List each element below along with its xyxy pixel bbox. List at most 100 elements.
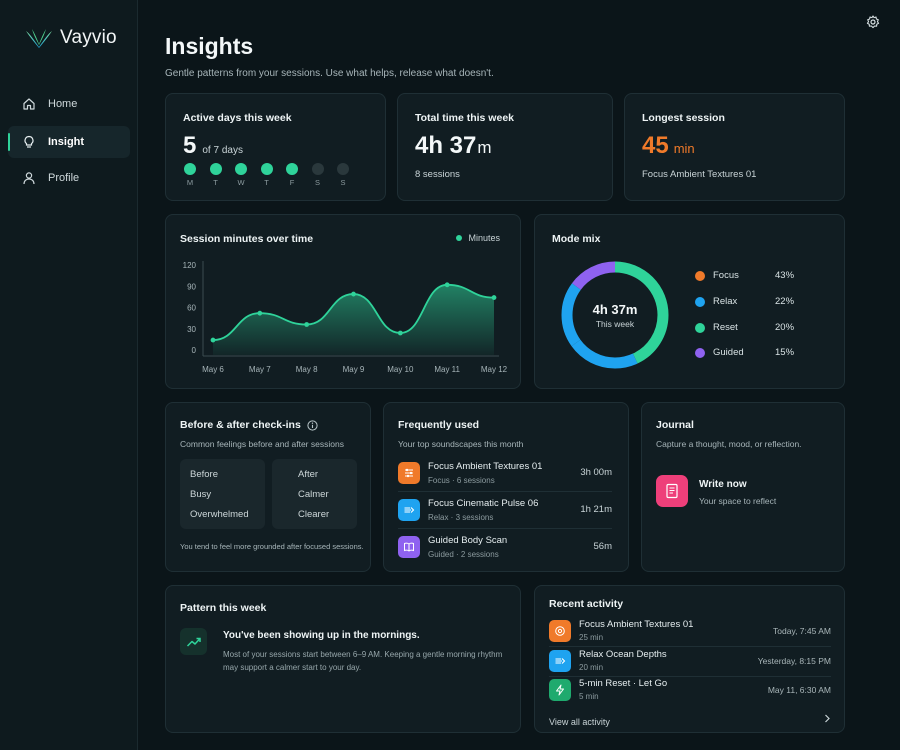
weekday-item: M (184, 163, 196, 187)
weekday-dots: M T W T F S S (184, 163, 349, 187)
activity-name: Focus Ambient Textures 01 (579, 619, 694, 630)
journal-card: Journal Capture a thought, mood, or refl… (641, 402, 845, 572)
activity-name: 5-min Reset · Let Go (579, 678, 668, 689)
settings-button[interactable] (866, 15, 880, 34)
after-item: Clearer (298, 509, 330, 520)
x-tick-label: May 7 (249, 365, 271, 374)
day-dot (235, 163, 247, 175)
day-label: M (186, 178, 194, 187)
item-duration: 3h 00m (580, 467, 612, 478)
item-meta: Guided · 2 sessions (428, 550, 499, 559)
data-point[interactable] (257, 310, 263, 316)
total-time-unit: m (477, 138, 492, 157)
item-meta: Focus · 6 sessions (428, 476, 495, 485)
sidebar-item-profile[interactable]: Profile (8, 162, 130, 194)
chart-legend: Minutes (456, 233, 500, 243)
x-tick-label: May 10 (387, 365, 414, 374)
legend-swatch (695, 270, 705, 281)
card-title: Longest session (642, 112, 725, 124)
total-time-value: 4h 37 (415, 132, 477, 159)
longest-unit: min (673, 141, 695, 156)
day-label: T (264, 178, 269, 187)
legend-swatch (695, 296, 705, 307)
y-tick-label: 90 (187, 282, 196, 291)
view-all-activity-link[interactable]: View all activity (549, 712, 831, 727)
waves-arrow-icon (398, 499, 420, 521)
y-tick-label: 120 (183, 261, 197, 270)
divider (398, 491, 612, 492)
mode-mix-donut-chart (561, 261, 669, 369)
day-label: W (237, 178, 245, 187)
checkins-card: Before & after check-ins Common feelings… (165, 402, 371, 572)
after-box: After Calmer Clearer (272, 459, 357, 529)
card-title: Active days this week (183, 112, 292, 124)
activity-time: May 11, 6:30 AM (767, 685, 831, 695)
before-box: Before Busy Overwhelmed (180, 459, 265, 529)
app-name: Vayvio (60, 27, 117, 48)
x-tick-label: May 12 (481, 365, 508, 374)
after-heading: After (298, 469, 319, 480)
activity-row[interactable]: Relax Ocean Depths 20 min Yesterday, 8:1… (549, 648, 831, 676)
divider (398, 528, 612, 529)
main-content: Insights Gentle patterns from your sessi… (138, 0, 900, 750)
day-dot (209, 163, 222, 175)
session-area-chart: 0 30 60 90 120 May 6 May 7 May 8 May 9 May 10 May … (183, 261, 508, 374)
donut-slice-guided[interactable] (561, 261, 669, 369)
list-item[interactable]: Guided Body Scan Guided · 2 sessions 56m (398, 532, 612, 568)
info-icon[interactable] (307, 419, 318, 431)
day-dot (286, 163, 298, 175)
x-tick-label: May 6 (202, 365, 224, 374)
activity-row[interactable]: 5-min Reset · Let Go 5 min May 11, 6:30 … (549, 677, 831, 705)
sidebar-item-label: Insight (48, 136, 85, 148)
activity-row[interactable]: Focus Ambient Textures 01 25 min Today, … (549, 618, 831, 646)
book-icon (398, 536, 420, 558)
session-chart-card: Session minutes over time Minutes 0 30 60 9… (165, 214, 521, 389)
home-icon (23, 98, 35, 110)
data-point[interactable] (444, 282, 450, 288)
y-tick-label: 30 (187, 325, 196, 334)
card-title: Frequently used (398, 419, 480, 431)
card-title: Total time this week (415, 112, 514, 124)
card-subtitle: Your top soundscapes this month (398, 439, 524, 449)
weekday-item: F (286, 163, 298, 187)
sidebar-item-home[interactable]: Home (8, 88, 130, 120)
day-dot (260, 163, 273, 175)
card-subtitle: Capture a thought, mood, or reflection. (656, 439, 802, 449)
mode-pct: 15% (775, 347, 795, 358)
data-point[interactable] (351, 291, 356, 297)
y-tick-label: 60 (187, 304, 196, 313)
mode-label: Focus (713, 270, 739, 281)
write-now-button[interactable]: Write now Your space to reflect (656, 475, 836, 511)
card-title: Session minutes over time (180, 233, 314, 245)
mode-label: Relax (713, 296, 738, 307)
day-dot (184, 163, 196, 175)
donut-slice-relax[interactable] (561, 261, 669, 369)
data-point[interactable] (491, 295, 497, 300)
mode-label: Guided (713, 347, 744, 358)
list-item[interactable]: Focus Ambient Textures 01 Focus · 6 sess… (398, 458, 612, 494)
sidebar-item-label: Profile (48, 172, 80, 184)
data-point[interactable] (304, 322, 310, 327)
sidebar-item-insight[interactable]: Insight (8, 126, 130, 158)
sidebar-item-label: Home (48, 98, 78, 110)
mode-pct: 22% (775, 296, 795, 307)
active-days-value: 5 (183, 132, 197, 159)
day-dot (337, 163, 349, 175)
data-point[interactable] (210, 337, 216, 343)
activity-duration: 25 min (579, 633, 604, 642)
data-point[interactable] (397, 330, 403, 336)
legend-label: Minutes (468, 233, 500, 243)
active-days-card: Active days this week 5 of 7 days M T W … (165, 93, 386, 201)
day-label: F (289, 178, 295, 187)
donut-center-value: 4h 37m (592, 302, 638, 317)
y-tick-label: 0 (192, 346, 197, 355)
x-tick-label: May 9 (343, 365, 365, 374)
donut-slice-reset[interactable] (561, 261, 669, 369)
chevron-right-icon (825, 714, 830, 723)
logo[interactable]: Vayvio (24, 26, 117, 50)
view-all-label: View all activity (549, 717, 610, 727)
lightbulb-icon (24, 135, 34, 148)
write-now-sub: Your space to reflect (699, 496, 777, 506)
sidebar: Vayvio Home Insight Profile (0, 0, 138, 750)
list-item[interactable]: Focus Cinematic Pulse 06 Relax · 3 sessi… (398, 495, 612, 531)
